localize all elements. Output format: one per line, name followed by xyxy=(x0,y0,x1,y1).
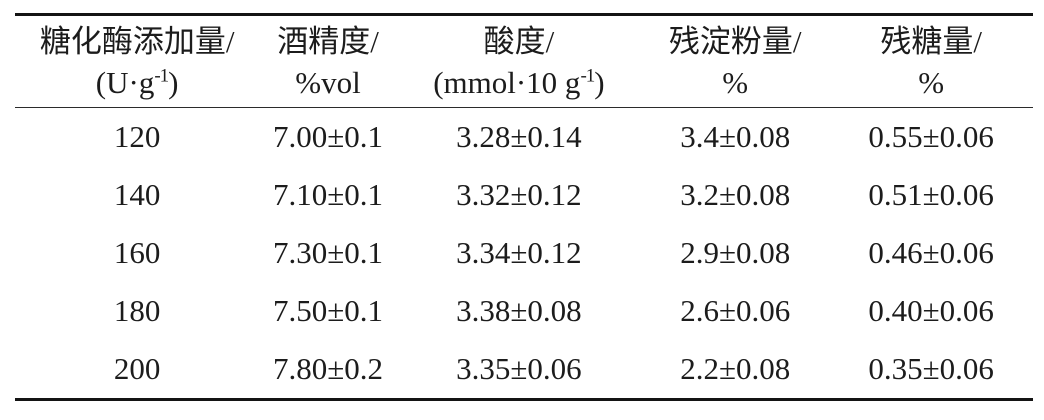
table-header: 糖化酶添加量/ (U·g-1) 酒精度/ %vol 酸度/ (mmol·10 g… xyxy=(15,14,1033,108)
header-line1: 残淀粉量/ xyxy=(668,23,802,59)
header-unit-close: ) xyxy=(594,64,605,100)
cell-acidity: 3.38±0.08 xyxy=(456,293,582,328)
table-row: 120 7.00±0.1 3.28±0.14 3.4±0.08 0.55±0.0… xyxy=(15,108,1033,167)
table-body: 120 7.00±0.1 3.28±0.14 3.4±0.08 0.55±0.0… xyxy=(15,108,1033,400)
cell-residual-sugar: 0.55±0.06 xyxy=(868,119,994,154)
col-header-glucoamylase-dosage: 糖化酶添加量/ (U·g-1) xyxy=(15,14,260,108)
cell-residual-starch: 3.2±0.08 xyxy=(680,177,791,212)
header-row: 糖化酶添加量/ (U·g-1) 酒精度/ %vol 酸度/ (mmol·10 g… xyxy=(15,14,1033,108)
header-unit: %vol xyxy=(295,64,361,100)
cell-alcohol: 7.30±0.1 xyxy=(273,235,384,270)
cell-dosage: 120 xyxy=(113,119,161,154)
cell-dosage: 200 xyxy=(113,351,161,386)
header-unit: (mmol·10 g xyxy=(433,64,581,100)
cell-dosage: 140 xyxy=(113,177,161,212)
cell-acidity: 3.28±0.14 xyxy=(456,119,582,154)
col-header-alcohol-content: 酒精度/ %vol xyxy=(259,14,397,108)
header-line1: 酸度/ xyxy=(483,23,555,59)
header-unit: % xyxy=(722,64,749,100)
header-unit: % xyxy=(918,64,945,100)
cell-acidity: 3.32±0.12 xyxy=(456,177,582,212)
table-row: 160 7.30±0.1 3.34±0.12 2.9±0.08 0.46±0.0… xyxy=(15,224,1033,282)
col-header-acidity: 酸度/ (mmol·10 g-1) xyxy=(396,14,642,108)
cell-acidity: 3.35±0.06 xyxy=(456,351,582,386)
cell-residual-sugar: 0.51±0.06 xyxy=(868,177,994,212)
cell-residual-starch: 3.4±0.08 xyxy=(680,119,791,154)
header-line1: 酒精度/ xyxy=(277,23,379,59)
col-header-residual-starch: 残淀粉量/ % xyxy=(641,14,830,108)
col-header-residual-sugar: 残糖量/ % xyxy=(829,14,1033,108)
cell-residual-sugar: 0.35±0.06 xyxy=(868,351,994,386)
cell-alcohol: 7.80±0.2 xyxy=(273,351,384,386)
cell-residual-sugar: 0.46±0.06 xyxy=(868,235,994,270)
cell-residual-sugar: 0.40±0.06 xyxy=(868,293,994,328)
cell-alcohol: 7.10±0.1 xyxy=(273,177,384,212)
table-row: 200 7.80±0.2 3.35±0.06 2.2±0.08 0.35±0.0… xyxy=(15,340,1033,400)
cell-dosage: 180 xyxy=(113,293,161,328)
cell-residual-starch: 2.6±0.06 xyxy=(680,293,791,328)
header-line1: 糖化酶添加量/ xyxy=(39,23,235,59)
cell-acidity: 3.34±0.12 xyxy=(456,235,582,270)
cell-residual-starch: 2.9±0.08 xyxy=(680,235,791,270)
table-container: 糖化酶添加量/ (U·g-1) 酒精度/ %vol 酸度/ (mmol·10 g… xyxy=(15,13,1033,401)
cell-residual-starch: 2.2±0.08 xyxy=(680,351,791,386)
header-unit-close: ) xyxy=(168,64,179,100)
header-line1: 残糖量/ xyxy=(880,23,982,59)
cell-alcohol: 7.00±0.1 xyxy=(273,119,384,154)
header-unit-exponent: -1 xyxy=(154,65,169,87)
header-unit: (U·g xyxy=(95,64,155,100)
cell-alcohol: 7.50±0.1 xyxy=(273,293,384,328)
table-row: 180 7.50±0.1 3.38±0.08 2.6±0.06 0.40±0.0… xyxy=(15,282,1033,340)
cell-dosage: 160 xyxy=(113,235,161,270)
header-unit-exponent: -1 xyxy=(580,65,595,87)
table-row: 140 7.10±0.1 3.32±0.12 3.2±0.08 0.51±0.0… xyxy=(15,166,1033,224)
results-table: 糖化酶添加量/ (U·g-1) 酒精度/ %vol 酸度/ (mmol·10 g… xyxy=(15,13,1033,401)
